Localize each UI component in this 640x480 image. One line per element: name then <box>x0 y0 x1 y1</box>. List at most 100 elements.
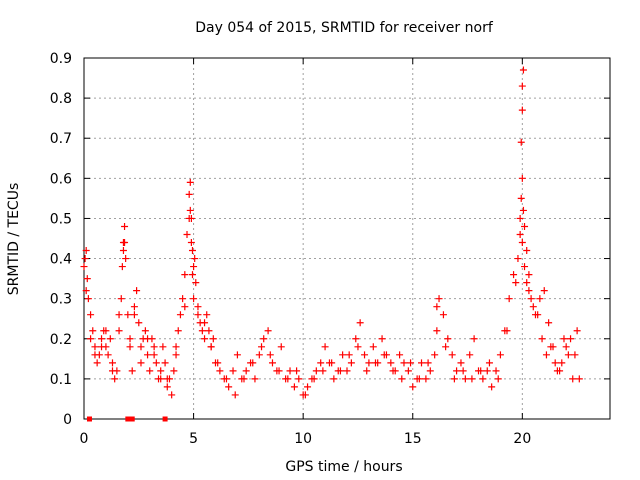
data-point <box>260 335 268 343</box>
data-point <box>93 359 101 367</box>
data-point <box>521 263 529 271</box>
baseline-marker <box>86 416 92 422</box>
data-point <box>426 367 434 375</box>
data-point <box>233 351 241 359</box>
data-point <box>540 287 548 295</box>
data-point <box>301 391 309 399</box>
data-point <box>225 383 233 391</box>
data-point <box>494 375 502 383</box>
grid <box>84 58 610 419</box>
data-point <box>389 367 397 375</box>
data-point <box>266 351 274 359</box>
data-point <box>144 335 152 343</box>
data-point <box>571 351 579 359</box>
data-point <box>310 375 318 383</box>
data-point <box>198 327 206 335</box>
data-point <box>468 375 476 383</box>
data-point <box>201 319 209 327</box>
data-point <box>461 375 469 383</box>
data-point <box>404 367 412 375</box>
data-point <box>450 375 458 383</box>
data-point <box>517 194 525 202</box>
data-point <box>321 343 329 351</box>
x-tick-label: 0 <box>80 431 89 447</box>
data-point <box>126 335 134 343</box>
data-point <box>188 271 196 279</box>
data-point <box>564 351 572 359</box>
baseline-marker <box>125 416 131 422</box>
data-point <box>186 178 194 186</box>
data-point <box>277 343 285 351</box>
data-point <box>183 230 191 238</box>
data-point <box>192 279 200 287</box>
data-point <box>556 367 564 375</box>
data-point <box>251 375 259 383</box>
data-point <box>168 391 176 399</box>
data-point <box>87 311 95 319</box>
data-point <box>130 311 138 319</box>
data-point <box>102 327 110 335</box>
data-point <box>118 263 126 271</box>
data-point <box>444 335 452 343</box>
data-point <box>188 247 196 255</box>
data-point <box>516 214 524 222</box>
data-point <box>179 295 187 303</box>
data-point <box>172 343 180 351</box>
data-point <box>185 214 193 222</box>
data-point <box>518 174 526 182</box>
data-point <box>174 327 182 335</box>
data-point <box>163 375 171 383</box>
chart-title: Day 054 of 2015, SRMTID for receiver nor… <box>195 20 494 36</box>
data-point <box>146 367 154 375</box>
plot-frame <box>83 57 611 420</box>
data-point <box>295 375 303 383</box>
data-point <box>304 383 312 391</box>
data-point <box>567 335 575 343</box>
data-point <box>365 359 373 367</box>
data-point <box>558 359 566 367</box>
data-point <box>128 367 136 375</box>
data-point <box>448 351 456 359</box>
data-point <box>157 375 165 383</box>
data-point <box>172 351 180 359</box>
data-point <box>536 295 544 303</box>
data-point <box>442 343 450 351</box>
y-tick-label: 0.6 <box>50 171 72 187</box>
data-point <box>542 351 550 359</box>
data-point <box>363 367 371 375</box>
data-point <box>356 319 364 327</box>
data-point <box>380 351 388 359</box>
y-tick-label: 0.4 <box>50 252 72 268</box>
data-point <box>518 239 526 247</box>
data-point <box>575 375 583 383</box>
data-point <box>560 335 568 343</box>
x-tick-label: 20 <box>513 431 531 447</box>
data-point <box>562 343 570 351</box>
data-point <box>161 359 169 367</box>
data-point <box>84 295 92 303</box>
data-point <box>517 138 525 146</box>
data-point <box>194 303 202 311</box>
data-point <box>284 375 292 383</box>
y-tick-label: 0.2 <box>50 332 72 348</box>
data-point <box>477 367 485 375</box>
data-point <box>150 351 158 359</box>
data-point <box>496 351 504 359</box>
data-point <box>345 351 353 359</box>
x-tick-label: 15 <box>404 431 422 447</box>
data-point <box>185 190 193 198</box>
data-point <box>137 343 145 351</box>
data-point <box>433 327 441 335</box>
data-series-srmtid <box>80 66 583 399</box>
data-point <box>163 383 171 391</box>
data-point <box>144 351 152 359</box>
data-point <box>330 375 338 383</box>
data-point <box>343 367 351 375</box>
data-point <box>137 359 145 367</box>
data-point <box>255 351 263 359</box>
data-point <box>483 367 491 375</box>
data-point <box>290 383 298 391</box>
data-point <box>361 351 369 359</box>
data-point <box>317 359 325 367</box>
